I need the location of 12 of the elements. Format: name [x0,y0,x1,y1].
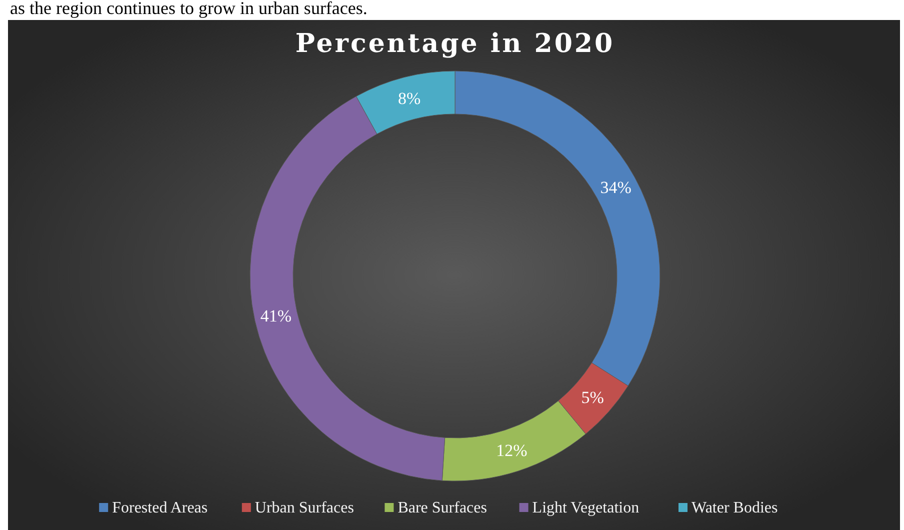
data-label: 5% [581,388,604,407]
text: as the region continues to grow in urban surfaces. [10,0,368,18]
legend-label: Light Vegetation [532,500,640,516]
legend-label: Water Bodies [692,500,778,516]
data-label: 12% [496,441,528,460]
legend-label: Forested Areas [112,500,208,516]
legend-label: Bare Surfaces [398,500,487,516]
legend-label: Urban Surfaces [254,500,354,516]
chart-title: Percentage in 2020 [295,29,615,59]
data-label: 41% [260,306,292,326]
data-label: 8% [398,88,421,108]
data-label: 34% [600,178,632,198]
